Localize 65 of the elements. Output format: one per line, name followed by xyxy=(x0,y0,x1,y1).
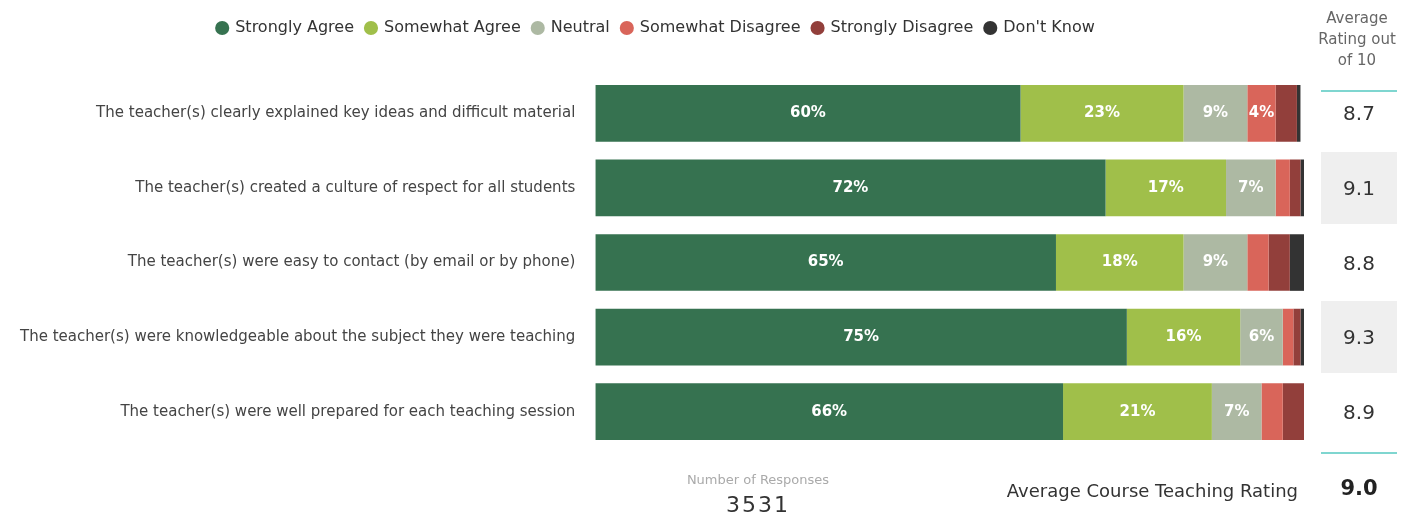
data-label: 72% xyxy=(832,177,869,196)
data-label: 9% xyxy=(1202,103,1229,122)
bar xyxy=(1282,308,1294,366)
bar xyxy=(1300,159,1304,217)
data-label: 18% xyxy=(1101,252,1138,271)
y-tick-label: The teacher(s) were easy to contact (by email or by phone) xyxy=(126,252,576,271)
bar xyxy=(1300,308,1304,366)
bar xyxy=(1183,84,1248,142)
data-label: 75% xyxy=(843,326,880,345)
bar xyxy=(1226,159,1276,217)
data-label: 7% xyxy=(1223,401,1250,420)
bar xyxy=(595,159,1106,217)
bar xyxy=(1063,383,1212,441)
text: 9.3 xyxy=(1343,325,1375,350)
bar xyxy=(595,308,1127,366)
text: 8.7 xyxy=(1343,101,1375,126)
bar xyxy=(1275,84,1297,142)
text: 8.9 xyxy=(1343,399,1375,424)
bar xyxy=(1268,234,1290,291)
y-tick-label: The teacher(s) clearly explained key ideas and difficult material xyxy=(95,103,576,122)
y-tick-label: The teacher(s) were knowledgeable about the subject they were teaching xyxy=(18,326,576,345)
bar xyxy=(1293,308,1301,366)
data-label: 4% xyxy=(1248,103,1275,122)
text: 3531 xyxy=(726,492,790,517)
bar xyxy=(1275,159,1290,217)
data-label: 65% xyxy=(807,252,844,271)
legend-label: Neutral xyxy=(550,17,610,37)
bar xyxy=(595,234,1056,291)
legend-label: Strongly Agree xyxy=(235,17,354,37)
bar xyxy=(595,84,1021,142)
y-tick-label: The teacher(s) were well prepared for each teaching session xyxy=(119,401,576,420)
bar xyxy=(1282,383,1304,441)
text: Number of Responses xyxy=(686,472,830,487)
bar xyxy=(1211,383,1262,441)
bar xyxy=(1247,234,1269,291)
bar xyxy=(1261,383,1283,441)
bar xyxy=(595,383,1064,441)
data-label: 21% xyxy=(1119,401,1156,420)
bar xyxy=(1105,159,1227,217)
bar xyxy=(1289,234,1304,291)
data-label: 60% xyxy=(789,103,826,122)
bar xyxy=(1289,159,1301,217)
data-label: 9% xyxy=(1202,252,1229,271)
data-label: 7% xyxy=(1238,177,1264,196)
legend-label: Somewhat Disagree xyxy=(639,17,801,37)
text: 9.0 xyxy=(1340,476,1378,500)
legend-label: Don't Know xyxy=(1003,17,1095,37)
bar xyxy=(1020,84,1184,142)
legend-label: Somewhat Agree xyxy=(383,17,521,37)
data-label: 66% xyxy=(811,401,848,420)
bar xyxy=(1240,308,1283,366)
legend-label: Strongly Disagree xyxy=(830,17,974,37)
data-label: 16% xyxy=(1165,326,1202,345)
data-label: 23% xyxy=(1084,103,1120,122)
text: 8.8 xyxy=(1343,250,1375,275)
data-label: 17% xyxy=(1147,177,1184,196)
bar xyxy=(1055,234,1184,291)
text: Average Course Teaching Rating xyxy=(1006,480,1298,501)
text: 9.1 xyxy=(1343,175,1375,200)
bar xyxy=(1247,84,1276,142)
bar xyxy=(1183,234,1248,291)
text: Average Rating out of 10 xyxy=(1318,9,1396,69)
y-tick-label: The teacher(s) created a culture of respect for all students xyxy=(134,177,576,196)
data-label: 6% xyxy=(1248,326,1275,345)
bar xyxy=(1126,308,1241,366)
